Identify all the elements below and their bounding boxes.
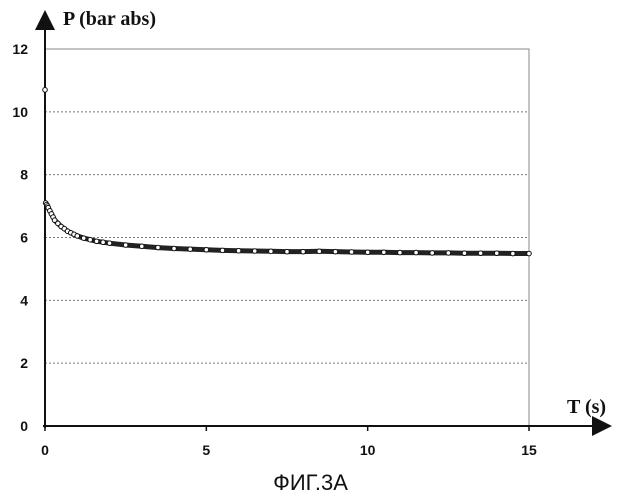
data-point [494, 251, 499, 256]
data-point [301, 249, 306, 254]
series-line [46, 203, 529, 254]
y-tick-label: 4 [20, 292, 28, 308]
data-point [462, 251, 467, 256]
data-point [140, 244, 145, 249]
data-point [365, 250, 370, 255]
y-tick-label: 12 [12, 41, 28, 57]
data-point [236, 248, 241, 253]
data-point [317, 249, 322, 254]
y-tick-label: 6 [20, 230, 28, 246]
data-point [333, 249, 338, 254]
data-point [349, 250, 354, 255]
data-point [156, 245, 161, 250]
data-point [188, 247, 193, 252]
x-tick-label: 0 [41, 442, 49, 458]
y-tick-label: 2 [20, 355, 28, 371]
data-point [43, 88, 48, 93]
data-point [107, 241, 112, 246]
y-tick-label: 10 [12, 104, 28, 120]
y-tick-label: 0 [20, 418, 28, 434]
data-point [285, 249, 290, 254]
data-point [94, 239, 99, 244]
grid [45, 112, 529, 363]
x-tick-label: 5 [202, 442, 210, 458]
data-point [81, 236, 86, 241]
x-tick-labels: 0 5 10 15 [41, 426, 537, 458]
y-axis-title: P (bar abs) [63, 8, 156, 30]
data-point [430, 251, 435, 256]
pressure-series [43, 88, 532, 256]
x-tick-label: 10 [360, 442, 376, 458]
data-point [527, 251, 532, 256]
data-point [101, 240, 106, 245]
y-tick-labels: 0 2 4 6 8 10 12 [12, 41, 28, 434]
figure-caption: ФИГ.3A [0, 470, 621, 496]
data-point [172, 246, 177, 251]
x-tick-label: 15 [521, 442, 537, 458]
data-point [75, 234, 80, 239]
data-point [88, 237, 93, 242]
data-point [398, 250, 403, 255]
data-point [382, 250, 387, 255]
data-point [252, 249, 257, 254]
y-tick-label: 8 [20, 167, 28, 183]
data-point [204, 247, 209, 252]
data-point [220, 248, 225, 253]
data-point [414, 250, 419, 255]
data-point [269, 249, 274, 254]
data-point [446, 251, 451, 256]
data-point [123, 243, 128, 248]
x-axis-title: T (s) [567, 396, 606, 418]
data-point [511, 251, 516, 256]
data-point [478, 251, 483, 256]
